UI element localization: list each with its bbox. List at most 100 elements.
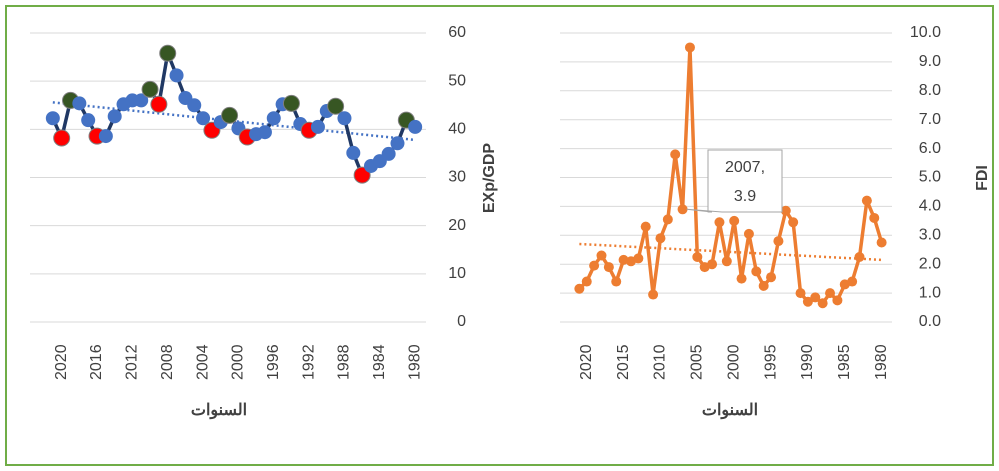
x-tick-label: 2008 <box>159 344 176 380</box>
y-tick-label: 4.0 <box>919 198 941 215</box>
marker <box>707 259 718 270</box>
marker <box>196 111 211 126</box>
marker <box>45 111 60 126</box>
marker <box>633 253 644 264</box>
marker <box>603 262 614 273</box>
marker <box>589 260 600 271</box>
marker <box>869 212 880 223</box>
x-tick-label: 1985 <box>836 344 853 380</box>
y-tick-label: 20 <box>448 217 466 234</box>
y-tick-label: 0 <box>457 313 466 330</box>
marker <box>876 237 887 248</box>
marker <box>381 146 396 161</box>
marker <box>861 195 872 206</box>
marker <box>134 93 149 108</box>
x-tick-label: 1988 <box>336 344 353 380</box>
marker <box>72 96 87 111</box>
x-tick-label: 2016 <box>88 344 105 380</box>
marker <box>141 80 159 98</box>
marker <box>159 44 177 62</box>
x-tick-label: 2000 <box>725 344 742 380</box>
x-tick-label: 2004 <box>194 344 211 380</box>
y-tick-label: 9.0 <box>919 53 941 70</box>
x-tick-label: 1980 <box>406 344 423 380</box>
marker <box>53 129 71 147</box>
marker <box>221 106 239 124</box>
marker <box>788 217 799 228</box>
annotation-box <box>686 149 783 213</box>
marker <box>751 266 762 277</box>
y-tick-label: 1.0 <box>919 284 941 301</box>
marker <box>670 149 681 160</box>
marker <box>266 111 281 126</box>
x-tick-label: 2020 <box>578 344 595 380</box>
marker <box>684 42 695 53</box>
y-tick-label: 40 <box>448 121 466 138</box>
marker <box>150 95 168 113</box>
marker <box>795 288 806 299</box>
marker <box>825 288 836 299</box>
marker <box>310 119 325 134</box>
y-tick-label: 3.0 <box>919 227 941 244</box>
x-tick-label: 2020 <box>53 344 70 380</box>
marker <box>337 111 352 126</box>
marker <box>282 94 300 112</box>
y-tick-label: 2.0 <box>919 255 941 272</box>
trendline <box>52 101 416 142</box>
marker <box>327 97 345 115</box>
annotation-label: 3.9 <box>734 188 756 205</box>
marker <box>677 204 688 215</box>
x-tick-label: 1992 <box>300 344 317 380</box>
marker <box>648 289 659 300</box>
y-tick-label: 10 <box>448 265 466 282</box>
marker <box>353 166 371 184</box>
x-tick-label: 2005 <box>689 344 706 380</box>
marker <box>655 233 666 244</box>
y-axis-title: EXp/GDP <box>481 143 498 214</box>
y-tick-label: 10.0 <box>910 24 941 41</box>
marker <box>810 292 821 303</box>
marker <box>662 214 673 225</box>
marker <box>736 273 747 284</box>
x-axis-title: السنوات <box>702 402 758 420</box>
marker <box>169 68 184 83</box>
x-tick-label: 1996 <box>265 344 282 380</box>
x-tick-label: 2015 <box>615 344 632 380</box>
y-axis-title: FDI <box>974 165 991 191</box>
y-tick-label: 50 <box>448 72 466 89</box>
x-axis-title: السنوات <box>191 402 247 420</box>
marker <box>721 256 732 267</box>
marker <box>847 276 858 287</box>
x-tick-label: 2010 <box>652 344 669 380</box>
marker <box>107 109 122 124</box>
y-tick-label: 0.0 <box>919 313 941 330</box>
marker <box>640 221 651 232</box>
marker <box>257 125 272 140</box>
x-tick-label: 2000 <box>230 344 247 380</box>
marker <box>729 215 740 226</box>
marker <box>773 236 784 247</box>
marker <box>817 298 828 309</box>
marker <box>98 129 113 144</box>
marker <box>802 296 813 307</box>
y-tick-label: 30 <box>448 169 466 186</box>
x-tick-label: 1984 <box>371 344 388 380</box>
marker <box>611 276 622 287</box>
x-tick-label: 1995 <box>762 344 779 380</box>
y-tick-label: 5.0 <box>919 169 941 186</box>
marker <box>766 272 777 283</box>
y-tick-label: 8.0 <box>919 82 941 99</box>
marker <box>346 145 361 160</box>
annotation-label: 2007, <box>725 159 765 176</box>
marker <box>692 251 703 262</box>
marker <box>780 205 791 216</box>
marker <box>758 280 769 291</box>
trendline <box>579 242 882 262</box>
x-tick-label: 1980 <box>873 344 890 380</box>
x-tick-label: 1990 <box>799 344 816 380</box>
marker <box>390 136 405 151</box>
marker <box>574 283 585 294</box>
marker <box>714 217 725 228</box>
marker <box>743 228 754 239</box>
